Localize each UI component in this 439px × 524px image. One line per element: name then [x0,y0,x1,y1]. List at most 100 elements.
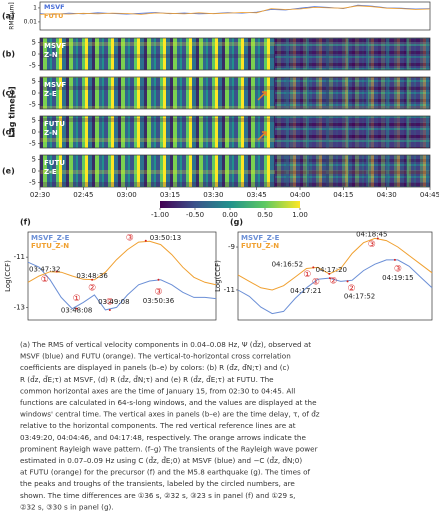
y-axis-label: Log(CCF) [4,260,12,292]
panel-site: FUTU [44,120,65,128]
caption-line: relative to the horizontal components. T… [20,421,296,430]
panel-component: Z-E [44,90,57,98]
annotation-number: ② [88,283,96,293]
series-line [27,240,217,286]
caption-line: estimated in 0.07–0.09 Hz using C (d̃z, … [20,456,302,465]
annotation-time: 04:19:15 [382,274,413,282]
legend-entry: MSVF_Z-E [31,234,70,242]
colorbar [160,201,300,208]
caption-line: ②32 s, ③30 s in panel (g). [20,502,114,511]
y-tick-label: 5 [32,117,36,125]
y-tick-label: -5 [29,139,36,147]
x-tick-label: 03:30 [203,191,223,199]
annotation-point [346,280,349,283]
annotation-point [108,308,111,311]
plot-frame [39,1,431,31]
x-tick-label: 04:45 [420,191,439,199]
x-tick-label: 03:45 [247,191,267,199]
annotation-time: 04:18:45 [356,230,387,238]
panel-component: Z-E [44,168,57,176]
annotation-time: 03:50:36 [143,297,175,305]
caption-line: coefficients are displayed in panels (b–… [20,363,290,372]
caption-line: at FUTU (orange) for the precursor (f) a… [20,468,310,477]
y-tick-label: -5 [29,178,36,186]
annotation-number: ② [106,297,114,307]
x-tick-label: 03:15 [160,191,180,199]
annotation-time: 04:17:20 [316,266,347,274]
y-tick-label: 0 [32,128,36,136]
legend-entry: MSVF [44,3,65,11]
panel-label: (a) [2,12,15,21]
annotation-number: ① [41,275,49,285]
x-tick-label: 04:30 [377,191,397,199]
panel-label: (e) [2,167,15,176]
annotation-number: ② [348,284,356,294]
caption-line: MSVF (blue) and FUTU (orange). The verti… [20,352,291,361]
caption-line: the peaks and troughs of the transients,… [20,479,295,488]
annotation-number: ① [73,294,81,304]
panel-label: (b) [2,50,15,59]
panel-component: Z-N [44,129,58,137]
y-axis-label: Log(CCF) [214,260,222,292]
annotation-time: 04:17:52 [344,292,375,300]
panel-label: (d) [2,128,15,137]
colorbar-tick-label: 0.50 [257,211,273,219]
series-line [27,261,217,311]
panel-site: MSVF [44,81,66,89]
colorbar-tick-label: -1.00 [151,211,169,219]
panel-site: MSVF [44,42,66,50]
caption-line: 03:49:20, 04:04:46, and 04:17:48, respec… [20,433,306,442]
y-tick-label: 0.01 [24,18,38,25]
y-tick-label: -11 [224,286,235,294]
caption-line: prominent Rayleigh wave pattern. (f–g) T… [20,444,318,453]
annotation-time: 03:48:36 [76,272,108,280]
annotation-time: 03:49:08 [98,298,129,306]
x-tick-label: 04:15 [333,191,353,199]
annotation-time: 03:47:32 [29,265,60,273]
y-tick-label: -11 [14,253,25,261]
annotation-point [157,278,160,281]
annotation-number: ③ [154,287,162,297]
y-axis-label: Lag time[s] [8,86,17,137]
annotation-point [312,266,315,269]
legend-entry: FUTU_Z-N [31,242,69,250]
annotation-point [328,272,331,275]
annotation-time: 03:50:13 [150,234,181,242]
colorbar-tick-label: 0.00 [222,211,238,219]
annotation-time: 04:16:52 [272,260,303,268]
x-tick-label: 03:00 [117,191,137,199]
y-tick-label: 5 [32,156,36,164]
y-tick-label: 0 [32,167,36,175]
caption-line: windows' central time. The vertical axes… [20,410,320,419]
annotation-time: 04:17:21 [290,287,321,295]
panel-label: (g) [230,218,243,227]
annotation-number: ① [303,270,311,280]
y-tick-label: 0 [32,89,36,97]
legend-entry: MSVF_Z-E [241,234,280,242]
x-tick-label: 04:00 [290,191,310,199]
y-tick-label: -5 [29,100,36,108]
plot-frame [27,231,217,321]
y-tick-label: 0 [32,50,36,58]
y-axis-label: RMS[μm] [9,2,16,30]
y-tick-label: -9 [228,243,235,251]
caption-line: shown. The time differences are ①36 s, ②… [20,491,295,500]
colorbar-tick-label: -0.50 [186,211,204,219]
annotation-number: ③ [126,233,134,243]
caption-line: (a) The RMS of vertical velocity compone… [20,340,311,349]
heatmap-textures [40,38,430,187]
annotation-time: 03:48:08 [61,307,92,315]
panel-label: (c) [2,89,14,98]
annotation-point [393,258,396,261]
y-tick-label: -5 [29,61,36,69]
annotation-number: ③ [394,264,402,274]
plot-frame [237,231,433,321]
panel-site: FUTU [44,159,65,167]
x-tick-label: 02:30 [30,191,50,199]
y-tick-label: -13 [14,303,25,311]
y-tick-label: 5 [32,39,36,47]
caption-line: R (d̃z, d̃E;τ) at MSVF, (d) R (d̃z, d̃N;… [20,375,274,384]
colorbar-tick-label: 1.00 [292,211,308,219]
caption-line: common horizontal axes are the time of J… [20,386,295,395]
